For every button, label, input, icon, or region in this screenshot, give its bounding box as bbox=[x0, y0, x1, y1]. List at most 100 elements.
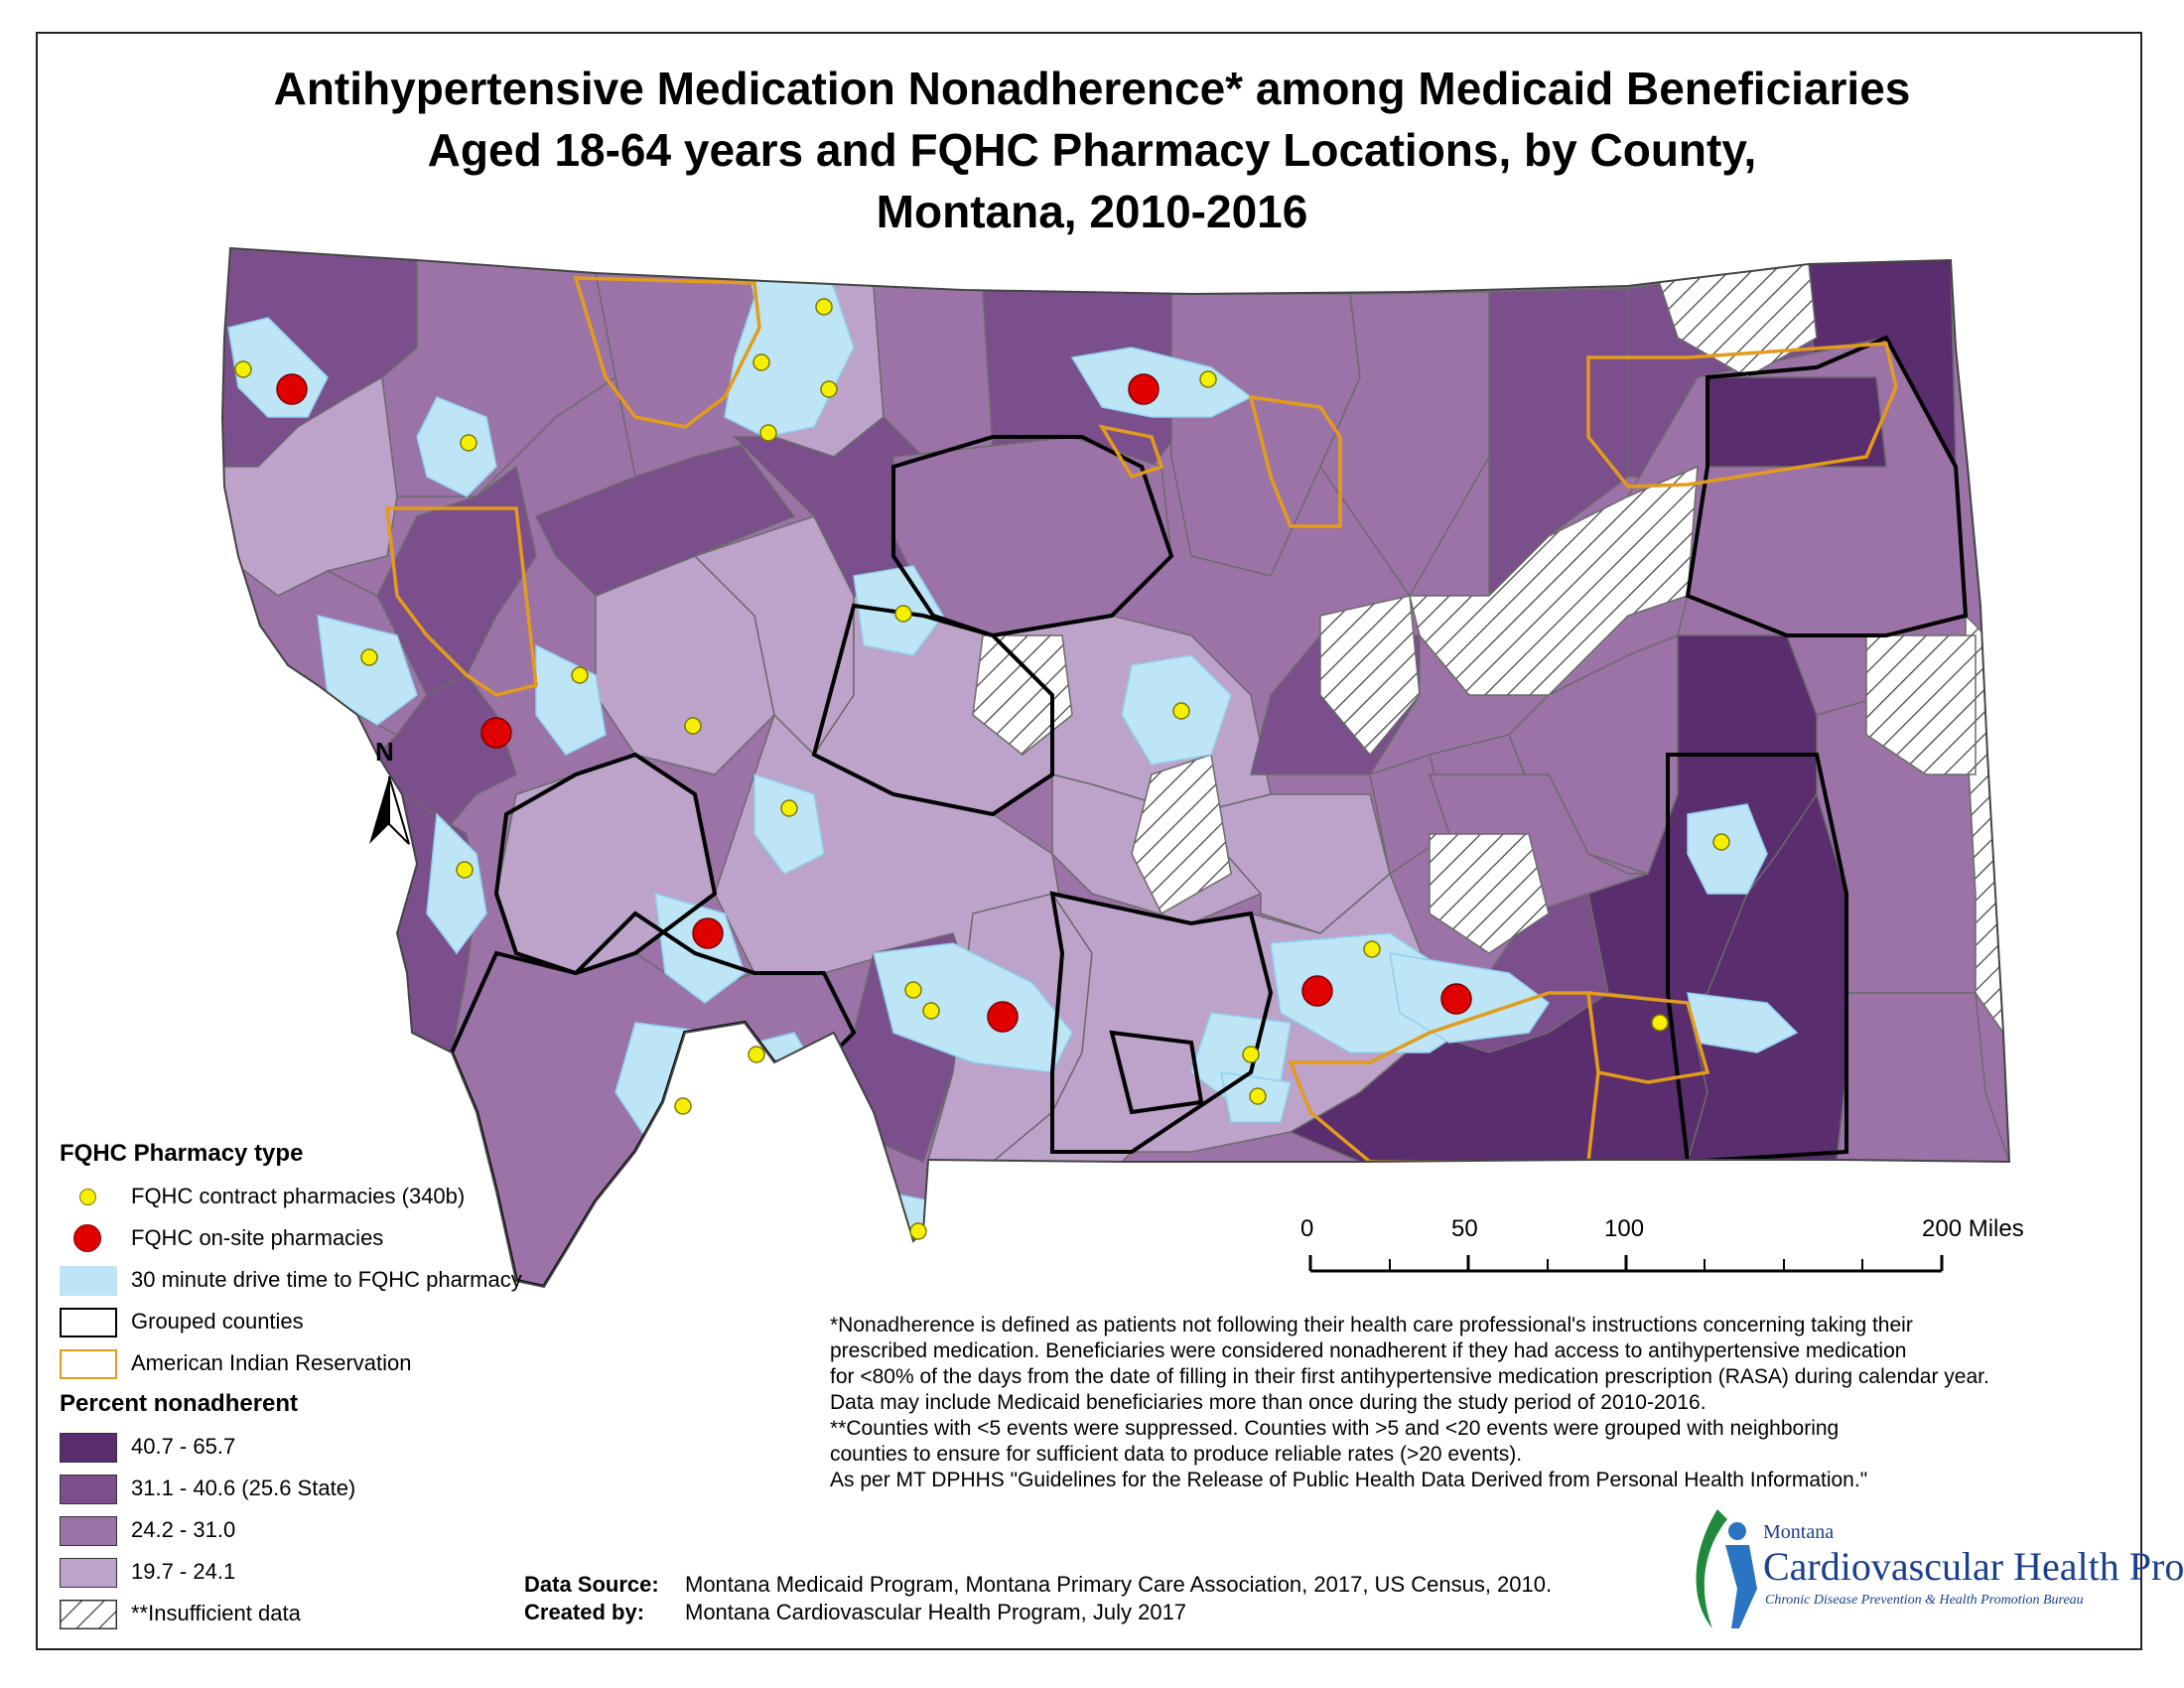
contract-pharmacy-marker[interactable] bbox=[1712, 833, 1730, 851]
contract-pharmacy-marker[interactable] bbox=[1651, 1014, 1669, 1032]
contract-pharmacy-marker[interactable] bbox=[456, 861, 474, 879]
scale-label-50: 50 bbox=[1451, 1215, 1478, 1242]
legend-pharmacy-heading: FQHC Pharmacy type bbox=[60, 1140, 304, 1167]
grouped-counties-swatch bbox=[60, 1308, 117, 1337]
contract-pharmacy-marker[interactable] bbox=[674, 1097, 692, 1115]
contract-pharmacy-marker[interactable] bbox=[571, 666, 589, 684]
contract-pharmacies bbox=[234, 298, 1730, 1240]
contract-pharmacy-marker[interactable] bbox=[752, 353, 770, 371]
legend-class-2-label: 31.1 - 40.6 (25.6 State) bbox=[131, 1476, 356, 1500]
contract-pharmacy-marker[interactable] bbox=[759, 424, 777, 442]
county-teton-south bbox=[534, 436, 796, 597]
onsite-pharmacies bbox=[276, 373, 1472, 1033]
footnote-line: counties to ensure for sufficient data t… bbox=[830, 1443, 1523, 1466]
onsite-pharmacy-marker[interactable] bbox=[1301, 975, 1333, 1007]
scale-label-100: 100 bbox=[1604, 1215, 1645, 1242]
program-logo: Montana Cardiovascular Health Program Ch… bbox=[1686, 1497, 2184, 1626]
grouped-counties-borders bbox=[449, 335, 1969, 1287]
footnote-line: *Nonadherence is defined as patients not… bbox=[830, 1314, 1913, 1336]
north-arrow-icon bbox=[369, 775, 410, 845]
onsite-pharmacy-marker[interactable] bbox=[987, 1001, 1019, 1033]
insufficient-swatch bbox=[60, 1600, 117, 1629]
scale-label-0: 0 bbox=[1300, 1215, 1314, 1242]
class-4-swatch bbox=[60, 1558, 117, 1588]
contract-pharmacy-marker[interactable] bbox=[780, 799, 798, 817]
footnote-line: for <80% of the days from the date of fi… bbox=[830, 1365, 1989, 1388]
contract-pharmacy-marker[interactable] bbox=[894, 605, 912, 623]
footnote-line: Data may include Medicaid beneficiaries … bbox=[830, 1391, 1706, 1414]
insufficient-petroleum-north bbox=[1319, 595, 1421, 757]
contract-pharmacy-marker[interactable] bbox=[234, 360, 252, 378]
onsite-pharmacy-marker[interactable] bbox=[1440, 983, 1472, 1015]
insufficient-treasure bbox=[1429, 833, 1550, 954]
title-line-3: Montana, 2010-2016 bbox=[876, 186, 1308, 237]
contract-pharmacy-marker[interactable] bbox=[820, 380, 838, 398]
created-by-label: Created by: bbox=[524, 1600, 645, 1624]
title-line-2: Aged 18-64 years and FQHC Pharmacy Locat… bbox=[427, 124, 1757, 176]
insufficient-judith bbox=[972, 634, 1073, 756]
logo-state-text: Montana bbox=[1763, 1521, 1835, 1543]
contract-pharmacy-marker[interactable] bbox=[909, 1222, 927, 1240]
onsite-pharmacy-marker[interactable] bbox=[480, 717, 512, 749]
contract-pharmacy-marker[interactable] bbox=[684, 717, 702, 735]
onsite-pharmacy-marker[interactable] bbox=[692, 917, 724, 949]
contract-pharmacy-marker[interactable] bbox=[922, 1002, 940, 1020]
footnote-line: **Counties with <5 events were suppresse… bbox=[830, 1417, 1840, 1440]
legend-grouped-row: Grouped counties bbox=[60, 1301, 576, 1342]
contract-pharmacy-marker[interactable] bbox=[460, 434, 478, 452]
contract-pharmacy-marker[interactable] bbox=[815, 298, 833, 316]
legend-onsite-label: FQHC on-site pharmacies bbox=[131, 1225, 384, 1250]
legend-drive-label: 30 minute drive time to FQHC pharmacy bbox=[131, 1267, 522, 1292]
contract-pharmacy-marker[interactable] bbox=[1249, 1087, 1267, 1105]
insufficient-dawson bbox=[1865, 634, 1977, 775]
legend-contract-label: FQHC contract pharmacies (340b) bbox=[131, 1184, 466, 1208]
legend-class-4-label: 19.7 - 24.1 bbox=[131, 1559, 236, 1584]
county-roosevelt bbox=[1706, 376, 1887, 468]
onsite-pharmacy-marker[interactable] bbox=[1128, 373, 1160, 405]
contract-pharmacy-icon bbox=[79, 1189, 96, 1205]
contract-pharmacy-marker[interactable] bbox=[1363, 940, 1381, 958]
legend-class-4-row: 19.7 - 24.1 bbox=[60, 1551, 576, 1593]
logo-program-text: Cardiovascular Health Program bbox=[1763, 1544, 2184, 1589]
contract-pharmacy-marker[interactable] bbox=[360, 648, 378, 666]
legend-contract-row: FQHC contract pharmacies (340b) bbox=[60, 1176, 576, 1217]
drive-time-swatch bbox=[60, 1266, 117, 1296]
legend-class-3-row: 24.2 - 31.0 bbox=[60, 1509, 576, 1551]
north-label: N bbox=[375, 737, 394, 767]
logo-bureau-text: Chronic Disease Prevention & Health Prom… bbox=[1765, 1593, 2084, 1608]
legend-percent-heading: Percent nonadherent bbox=[60, 1390, 299, 1417]
legend-class-1-label: 40.7 - 65.7 bbox=[131, 1434, 236, 1459]
onsite-pharmacy-icon bbox=[73, 1224, 101, 1252]
onsite-pharmacy-marker[interactable] bbox=[276, 373, 308, 405]
footnote-line: As per MT DPHHS "Guidelines for the Rele… bbox=[830, 1469, 1868, 1491]
class-2-swatch bbox=[60, 1475, 117, 1504]
legend-onsite-row: FQHC on-site pharmacies bbox=[60, 1217, 576, 1259]
legend-class-2-row: 31.1 - 40.6 (25.6 State) bbox=[60, 1468, 576, 1509]
class-1-swatch bbox=[60, 1433, 117, 1463]
legend-reservation-row: American Indian Reservation bbox=[60, 1342, 576, 1384]
created-by-value: Montana Cardiovascular Health Program, J… bbox=[685, 1600, 1187, 1624]
legend-drive-row: 30 minute drive time to FQHC pharmacy bbox=[60, 1259, 576, 1301]
legend-insufficient-row: **Insufficient data bbox=[60, 1593, 576, 1634]
contract-pharmacy-marker[interactable] bbox=[904, 981, 922, 999]
source-block: Data Source: Montana Medicaid Program, Mo… bbox=[524, 1571, 1552, 1626]
contract-pharmacy-marker[interactable] bbox=[1199, 370, 1217, 388]
scale-bar bbox=[1308, 1255, 1944, 1273]
legend-class-1-row: 40.7 - 65.7 bbox=[60, 1426, 576, 1468]
insufficient-mccone bbox=[1409, 465, 1699, 696]
legend-insufficient-label: **Insufficient data bbox=[131, 1601, 301, 1625]
class-3-swatch bbox=[60, 1516, 117, 1546]
legend-grouped-label: Grouped counties bbox=[131, 1309, 304, 1334]
contract-pharmacy-marker[interactable] bbox=[1242, 1046, 1260, 1063]
legend-class-3-label: 24.2 - 31.0 bbox=[131, 1517, 236, 1542]
state-outline bbox=[220, 246, 2011, 1289]
insufficient-golden-valley bbox=[1131, 754, 1232, 915]
contract-pharmacy-marker[interactable] bbox=[748, 1046, 765, 1063]
legend-reservation-label: American Indian Reservation bbox=[131, 1350, 412, 1375]
contract-pharmacy-marker[interactable] bbox=[1172, 702, 1190, 720]
title-line-1: Antihypertensive Medication Nonadherence… bbox=[273, 63, 1911, 114]
counties-layer bbox=[222, 248, 2009, 1287]
map-frame bbox=[36, 32, 2142, 1650]
reservation-borders bbox=[385, 276, 1898, 1164]
